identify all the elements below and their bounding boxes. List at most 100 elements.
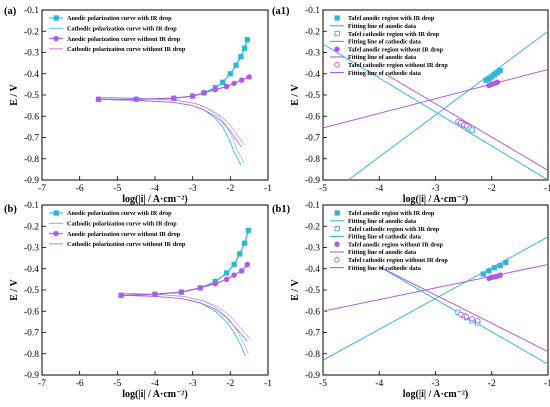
x-tick-label: -1 bbox=[544, 379, 550, 389]
legend-marker bbox=[53, 210, 59, 216]
y-tick-label: -0.7 bbox=[305, 329, 320, 339]
y-tick-label: -0.8 bbox=[24, 155, 39, 165]
y-tick-label: -0.8 bbox=[305, 155, 320, 165]
panel-label: (b) bbox=[4, 204, 17, 215]
y-tick-label: -0.8 bbox=[24, 350, 39, 360]
legend-label: Fitting line of cathodic data bbox=[348, 39, 421, 46]
y-tick-label: -0.5 bbox=[305, 286, 320, 296]
y-tick-label: -0.3 bbox=[24, 244, 39, 254]
x-tick-label: -3 bbox=[189, 379, 197, 389]
legend-label: Anodic polarization curve with IR drop bbox=[67, 15, 172, 22]
series-line-echo bbox=[124, 293, 249, 355]
x-tick-label: -4 bbox=[375, 184, 383, 194]
data-point bbox=[463, 313, 470, 320]
y-tick-label: -0.1 bbox=[24, 201, 39, 211]
legend-marker bbox=[334, 46, 340, 52]
y-tick-label: -0.5 bbox=[24, 286, 39, 296]
y-tick-label: -0.6 bbox=[305, 112, 320, 122]
y-axis-title: E / V bbox=[290, 278, 301, 300]
data-point bbox=[201, 90, 207, 96]
legend-label: Cathodic polarization curve with IR drop bbox=[67, 221, 177, 228]
legend-marker bbox=[334, 30, 340, 37]
series-line bbox=[98, 98, 242, 166]
data-point bbox=[223, 83, 230, 90]
plot-area bbox=[323, 236, 548, 365]
legend-label: Fitting line of anodic data bbox=[348, 54, 416, 61]
data-point bbox=[238, 54, 244, 60]
y-tick-label: -0.6 bbox=[24, 307, 39, 317]
data-point bbox=[463, 123, 470, 129]
legend-marker bbox=[334, 257, 340, 263]
legend: Anodic polarization curve with IR drop Ca… bbox=[49, 210, 186, 248]
x-tick-label: -2 bbox=[488, 184, 496, 194]
series-line bbox=[121, 294, 248, 342]
data-point bbox=[238, 77, 245, 83]
legend-marker bbox=[334, 225, 340, 232]
x-tick-label: -4 bbox=[375, 379, 383, 389]
legend-label: Anodic polarization curve without IR dro… bbox=[67, 36, 181, 43]
legend-label: Cathodic polarization curve without IR d… bbox=[67, 46, 186, 53]
x-tick-label: -1 bbox=[544, 184, 550, 194]
data-point bbox=[189, 93, 196, 99]
x-tick-label: -4 bbox=[151, 379, 159, 389]
data-point bbox=[238, 268, 245, 274]
chart-panel-b1: (b1) -5 -4 -3 -2 -1 -0.1 -0.2 -0.3 -0.4 -0.5 -0.6 -0… bbox=[272, 201, 550, 400]
data-point bbox=[469, 315, 475, 322]
y-tick-label: -0.4 bbox=[24, 265, 39, 275]
data-point bbox=[231, 261, 237, 268]
data-point bbox=[178, 289, 185, 295]
y-tick-label: -0.1 bbox=[305, 6, 320, 16]
legend-label: Tafel anodic region without IR drop bbox=[348, 241, 444, 248]
x-axis-title: log(|i| / A·cm⁻²) bbox=[122, 389, 187, 400]
y-tick-label: -0.7 bbox=[24, 329, 39, 339]
y-axis-title: E / V bbox=[9, 278, 20, 300]
plot-area bbox=[323, 30, 548, 180]
y-tick-label: -0.9 bbox=[24, 176, 39, 186]
x-tick-label: -2 bbox=[488, 379, 496, 389]
y-tick-label: -0.2 bbox=[24, 27, 39, 37]
legend-label: Tafel anodic region without IR drop bbox=[348, 46, 444, 53]
data-point bbox=[486, 268, 492, 274]
legend-label: Tafel cathodic region without IR drop bbox=[348, 62, 448, 69]
x-tick-label: -2 bbox=[226, 184, 234, 194]
fit-line bbox=[323, 236, 548, 361]
data-point bbox=[480, 271, 486, 277]
y-axis-title: E / V bbox=[290, 83, 301, 105]
data-point bbox=[241, 45, 248, 51]
data-point bbox=[244, 37, 250, 43]
data-point bbox=[233, 62, 239, 68]
x-tick-label: -5 bbox=[113, 379, 121, 389]
legend-label: Fitting line of cathodic data bbox=[348, 265, 421, 272]
y-tick-label: -0.5 bbox=[24, 91, 39, 101]
legend-label: Anodic polarization curve with IR drop bbox=[67, 210, 172, 217]
legend-label: Cathodic polarization curve with IR drop bbox=[67, 26, 177, 33]
data-point bbox=[244, 261, 251, 268]
data-point bbox=[171, 95, 177, 101]
x-tick-label: -3 bbox=[432, 379, 440, 389]
y-tick-label: -0.3 bbox=[305, 49, 320, 59]
y-tick-label: -0.7 bbox=[24, 134, 39, 144]
data-point bbox=[237, 251, 243, 257]
y-tick-label: -0.1 bbox=[24, 6, 39, 16]
fit-line bbox=[323, 69, 548, 129]
y-tick-label: -0.7 bbox=[305, 134, 320, 144]
data-point bbox=[227, 71, 233, 77]
y-tick-label: -0.2 bbox=[305, 27, 320, 37]
legend-label: Fitting line of anodic data bbox=[348, 23, 416, 30]
data-point bbox=[223, 270, 230, 276]
data-point bbox=[458, 311, 464, 318]
y-tick-label: -0.6 bbox=[24, 112, 39, 122]
x-tick-label: -5 bbox=[319, 184, 327, 194]
x-tick-label: -4 bbox=[151, 184, 159, 194]
series-line-echo bbox=[101, 97, 245, 146]
chart-panel-a: (a) -7 -6 -5 -4 -3 -2 -1 -0.1 -0.2 -0.3 -0.4 -0.5 -0.… bbox=[4, 6, 272, 205]
y-tick-label: -0.3 bbox=[305, 244, 320, 254]
legend-label: Anodic polarization curve without IR dro… bbox=[67, 231, 181, 238]
data-point bbox=[197, 285, 203, 291]
panel-label: (b1) bbox=[272, 204, 291, 215]
y-tick-label: -0.4 bbox=[24, 70, 39, 80]
x-tick-label: -7 bbox=[38, 379, 46, 389]
x-tick-label: -3 bbox=[189, 184, 197, 194]
y-tick-label: -0.8 bbox=[305, 350, 320, 360]
